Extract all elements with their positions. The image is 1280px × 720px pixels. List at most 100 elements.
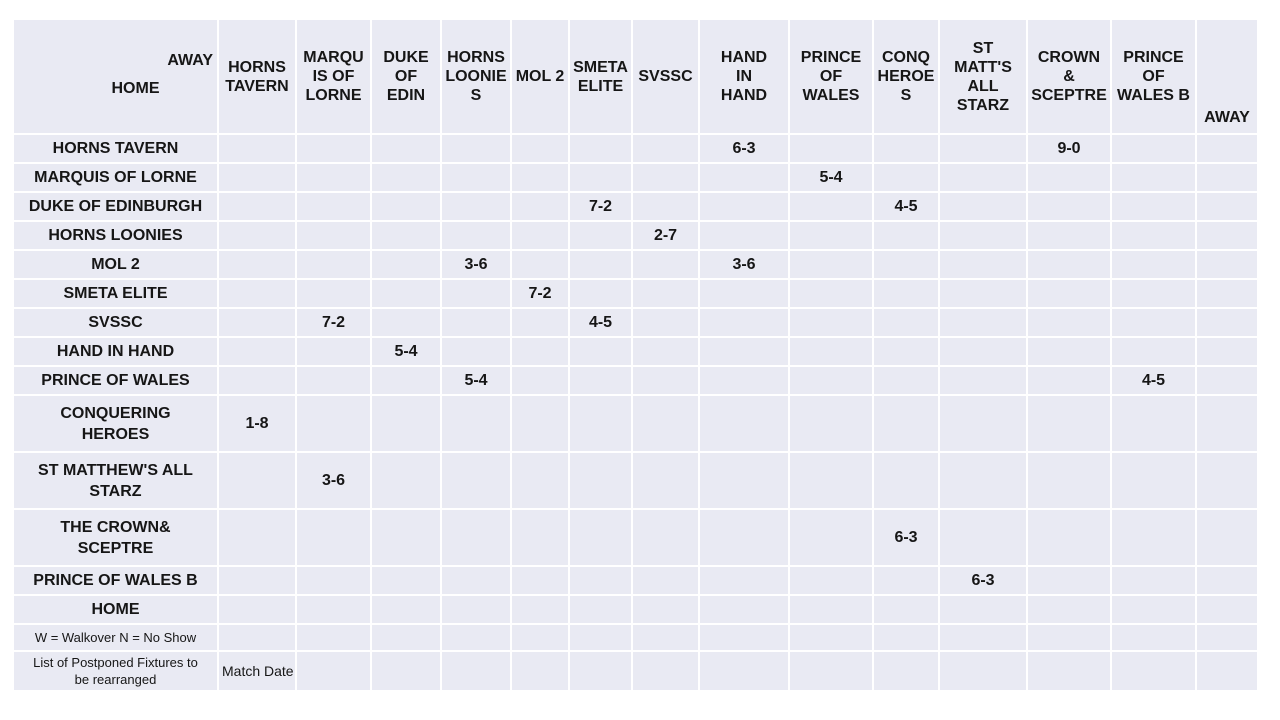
row-label: HOME [14,596,217,623]
grid-cell [219,280,295,307]
grid-cell [372,251,440,278]
grid-cell [372,596,440,623]
grid-cell [940,652,1026,690]
grid-cell [1112,625,1195,650]
grid-cell [700,510,788,565]
grid-cell [940,193,1026,220]
grid-cell [940,625,1026,650]
grid-cell [874,567,938,594]
grid-cell [633,309,698,336]
grid-cell [874,652,938,690]
grid-cell [1028,164,1110,191]
grid-cell [790,367,872,394]
grid-cell [1028,396,1110,451]
grid-cell [633,367,698,394]
grid-cell [1197,567,1257,594]
score-cell: 3-6 [297,453,370,508]
grid-cell [372,135,440,162]
grid-cell [1112,567,1195,594]
grid-cell [219,222,295,249]
score-cell: 7-2 [570,193,631,220]
grid-cell [512,309,568,336]
row-label: MOL 2 [14,251,217,278]
score-cell: 1-8 [219,396,295,451]
grid-cell [700,309,788,336]
grid-cell [570,251,631,278]
grid-cell [790,510,872,565]
grid-cell [633,596,698,623]
grid-cell [790,453,872,508]
grid-cell [512,567,568,594]
grid-cell [372,453,440,508]
grid-cell [442,396,510,451]
grid-cell [1028,338,1110,365]
grid-cell [874,135,938,162]
grid-cell [512,251,568,278]
score-cell: 4-5 [874,193,938,220]
column-header: CONQ HEROE S [874,20,938,133]
grid-cell [442,453,510,508]
grid-cell [219,164,295,191]
grid-cell [512,453,568,508]
grid-cell [219,367,295,394]
grid-cell [297,510,370,565]
grid-cell [700,338,788,365]
grid-cell [1197,222,1257,249]
grid-cell [940,453,1026,508]
grid-cell [1197,453,1257,508]
grid-cell [570,222,631,249]
grid-cell [700,567,788,594]
column-header: SVSSC [633,20,698,133]
corner-away-label: AWAY [167,52,213,69]
grid-cell [512,164,568,191]
grid-cell [512,510,568,565]
grid-cell [874,596,938,623]
grid-cell [874,625,938,650]
grid-cell [1197,396,1257,451]
grid-cell [442,625,510,650]
grid-cell [790,251,872,278]
grid-cell [633,280,698,307]
grid-cell [940,280,1026,307]
grid-cell [874,453,938,508]
grid-cell [874,251,938,278]
row-label: List of Postponed Fixtures to be rearran… [14,652,217,690]
grid-cell [1197,251,1257,278]
column-header: HORNS TAVERN [219,20,295,133]
grid-cell [219,193,295,220]
grid-cell [633,510,698,565]
grid-cell [219,567,295,594]
match-date-cell: Match Date [219,652,295,690]
grid-cell [633,135,698,162]
grid-cell [219,510,295,565]
grid-cell [512,338,568,365]
grid-cell [633,567,698,594]
grid-cell [512,135,568,162]
grid-cell [700,222,788,249]
grid-cell [570,625,631,650]
row-label: SVSSC [14,309,217,336]
grid-cell [1028,222,1110,249]
column-header: AWAY [1197,20,1257,133]
grid-cell [512,596,568,623]
row-label: DUKE OF EDINBURGH [14,193,217,220]
grid-cell [297,567,370,594]
grid-cell [372,309,440,336]
grid-cell [874,164,938,191]
grid-cell [790,625,872,650]
grid-cell [633,251,698,278]
row-label: THE CROWN& SCEPTRE [14,510,217,565]
grid-cell [700,625,788,650]
grid-cell [633,164,698,191]
grid-cell [633,625,698,650]
grid-cell [1112,596,1195,623]
grid-cell [1197,596,1257,623]
grid-cell [1028,309,1110,336]
grid-cell [700,367,788,394]
grid-cell [1028,453,1110,508]
grid-cell [297,193,370,220]
score-cell: 7-2 [297,309,370,336]
grid-cell [1028,367,1110,394]
grid-cell [790,567,872,594]
grid-cell [633,396,698,451]
